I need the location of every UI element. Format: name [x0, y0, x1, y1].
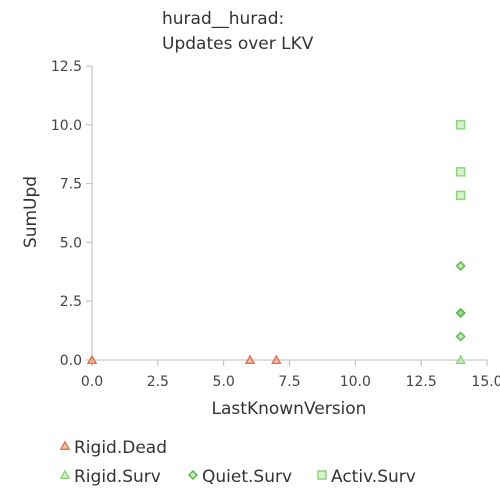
x-tick-label: 12.5 — [406, 374, 437, 390]
legend-label: Quiet.Surv — [202, 467, 292, 487]
data-points — [86, 120, 466, 364]
point-rigid-dead — [86, 354, 98, 364]
y-tick-label: 10.0 — [51, 118, 82, 134]
point-quiet-surv — [455, 260, 466, 271]
x-axis-label: LastKnownVersion — [212, 399, 367, 419]
legend-marker-rigid-surv — [59, 469, 71, 479]
legend-label: Rigid.Dead — [74, 438, 167, 458]
legend-marker-activ-surv — [317, 470, 327, 480]
x-tick-label: 0.0 — [81, 374, 103, 390]
point-quiet-surv — [455, 331, 466, 342]
x-tick-label: 5.0 — [213, 374, 235, 390]
chart-title-line-2: Updates over LKV — [162, 34, 314, 54]
point-rigid-dead — [244, 354, 256, 364]
point-rigid-dead — [271, 354, 282, 364]
point-activ-surv — [455, 120, 466, 130]
legend-marker-quiet-surv — [187, 469, 199, 481]
x-tick-label: 15.0 — [471, 374, 500, 390]
x-tick-label: 2.5 — [147, 374, 169, 390]
legend-label: Activ.Surv — [331, 467, 416, 487]
x-tick-label: 10.0 — [340, 374, 371, 390]
point-rigid-surv — [455, 354, 466, 364]
y-tick-label: 12.5 — [51, 59, 82, 75]
y-tick-label: 0.0 — [60, 353, 82, 369]
y-tick-label: 2.5 — [60, 294, 82, 310]
y-tick-label: 7.5 — [60, 177, 82, 193]
point-quiet-surv — [455, 307, 466, 319]
point-activ-surv — [455, 167, 466, 177]
chart-title-line-1: hurad__hurad: — [162, 9, 284, 29]
point-activ-surv — [455, 190, 466, 201]
legend: Rigid.Dead Rigid.Surv Quiet.Surv Activ.Surv — [59, 438, 416, 487]
x-tick-label: 7.5 — [278, 374, 300, 390]
legend-marker-rigid-dead — [59, 440, 71, 450]
plot-axes: 0.0 2.5 5.0 7.5 10.0 12.5 0.0 2.5 5.0 7.5 10.0 12.5… — [51, 59, 500, 390]
y-tick-label: 5.0 — [60, 235, 82, 251]
y-axis-label: SumUpd — [21, 176, 41, 248]
legend-label: Rigid.Surv — [74, 467, 161, 487]
